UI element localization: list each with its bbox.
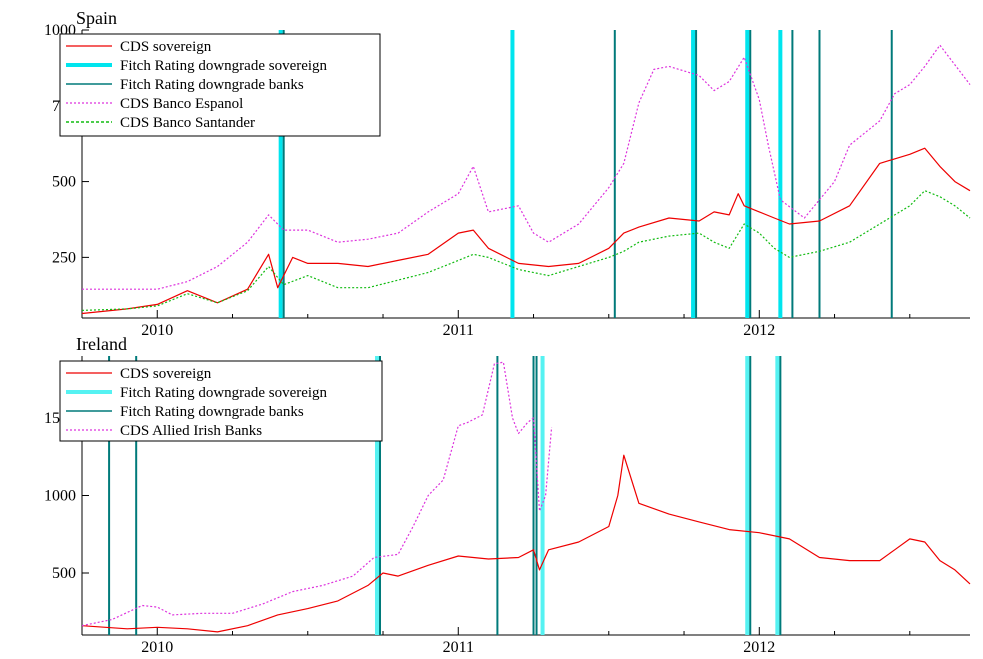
- y-tick-label: 500: [52, 565, 76, 582]
- legend-label: CDS Banco Espanol: [120, 96, 243, 112]
- y-tick-label: 500: [52, 174, 76, 191]
- series-line-0: [81, 454, 971, 633]
- legend-label: Fitch Rating downgrade banks: [120, 77, 304, 93]
- legend-box: [59, 33, 381, 137]
- y-tick-label: 250: [52, 249, 76, 266]
- x-tick-label: 2012: [743, 322, 775, 339]
- series-line-1: [82, 44, 971, 290]
- legend-label: CDS sovereign: [120, 39, 212, 55]
- x-tick-label: 2010: [141, 322, 173, 339]
- legend-label: Fitch Rating downgrade sovereign: [120, 58, 328, 74]
- series-line-2: [81, 190, 971, 311]
- y-tick-label: 1000: [44, 488, 76, 505]
- chart-title: Spain: [76, 8, 117, 28]
- series-line-0: [81, 147, 971, 315]
- legend-box: [59, 360, 383, 442]
- legend-label: Fitch Rating downgrade banks: [120, 404, 304, 420]
- chart-panel-0: Spain2505007501000201020112012CDS sovere…: [44, 8, 971, 339]
- legend-label: Fitch Rating downgrade sovereign: [120, 385, 328, 401]
- x-tick-label: 2011: [443, 322, 474, 339]
- legend-label: CDS sovereign: [120, 366, 212, 382]
- legend-label: CDS Allied Irish Banks: [120, 423, 262, 439]
- x-tick-label: 2011: [443, 639, 474, 656]
- x-tick-label: 2010: [141, 639, 173, 656]
- chart-title: Ireland: [76, 334, 127, 354]
- x-tick-label: 2012: [743, 639, 775, 656]
- legend-label: CDS Banco Santander: [120, 115, 255, 131]
- chart-panel-1: Ireland50010001500201020112012CDS sovere…: [44, 334, 971, 656]
